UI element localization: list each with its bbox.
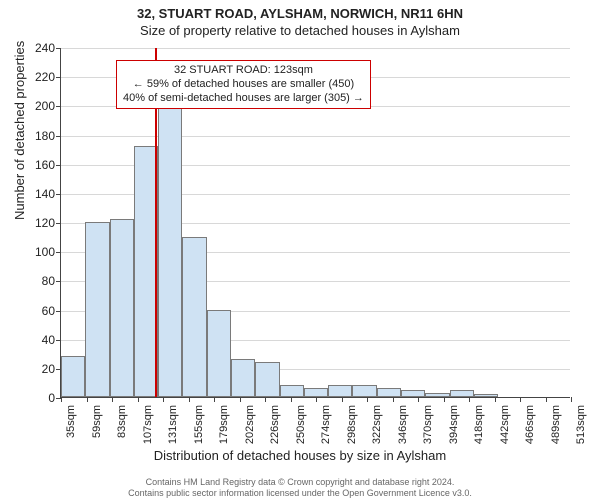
x-tick-label: 59sqm [91, 405, 103, 438]
y-tick-label: 140 [35, 187, 61, 201]
x-tick-label: 298sqm [346, 405, 358, 444]
x-tick-mark [571, 397, 572, 402]
x-tick-mark [367, 397, 368, 402]
histogram-bar [450, 390, 474, 397]
footer-attribution: Contains HM Land Registry data © Crown c… [0, 477, 600, 498]
x-tick-mark [87, 397, 88, 402]
x-tick-label: 346sqm [397, 405, 409, 444]
x-tick-mark [214, 397, 215, 402]
x-tick-label: 418sqm [473, 405, 485, 444]
x-tick-mark [265, 397, 266, 402]
x-tick-label: 250sqm [295, 405, 307, 444]
x-tick-label: 489sqm [550, 405, 562, 444]
x-tick-mark [163, 397, 164, 402]
x-tick-mark [138, 397, 139, 402]
x-tick-label: 322sqm [371, 405, 383, 444]
page-subtitle: Size of property relative to detached ho… [0, 23, 600, 38]
grid-line [61, 48, 570, 49]
x-tick-label: 35sqm [65, 405, 77, 438]
histogram-bar [207, 310, 231, 398]
x-tick-mark [316, 397, 317, 402]
histogram-bar [255, 362, 279, 397]
x-tick-label: 155sqm [193, 405, 205, 444]
x-tick-mark [418, 397, 419, 402]
histogram-bar [85, 222, 109, 397]
x-tick-label: 131sqm [167, 405, 179, 444]
x-tick-mark [393, 397, 394, 402]
histogram-bar [304, 388, 328, 397]
y-tick-label: 40 [42, 333, 61, 347]
footer-line-1: Contains HM Land Registry data © Crown c… [0, 477, 600, 487]
x-tick-label: 202sqm [244, 405, 256, 444]
histogram-bar [61, 356, 85, 397]
x-tick-mark [112, 397, 113, 402]
annotation-line-2: ← 59% of detached houses are smaller (45… [123, 78, 364, 92]
annotation-line-3: 40% of semi-detached houses are larger (… [123, 92, 364, 106]
x-tick-mark [546, 397, 547, 402]
histogram-bar [377, 388, 401, 397]
histogram-bar [352, 385, 376, 397]
histogram-chart: 02040608010012014016018020022024035sqm59… [60, 48, 570, 398]
x-tick-label: 513sqm [575, 405, 587, 444]
x-tick-label: 226sqm [269, 405, 281, 444]
x-tick-label: 274sqm [320, 405, 332, 444]
histogram-bar [328, 385, 352, 397]
x-tick-mark [291, 397, 292, 402]
y-axis-label: Number of detached properties [12, 41, 27, 220]
x-tick-label: 370sqm [422, 405, 434, 444]
x-tick-label: 83sqm [116, 405, 128, 438]
y-tick-label: 120 [35, 216, 61, 230]
histogram-bar [401, 390, 425, 397]
histogram-bar [425, 393, 449, 397]
grid-line [61, 136, 570, 137]
x-tick-label: 179sqm [218, 405, 230, 444]
footer-line-2: Contains public sector information licen… [0, 488, 600, 498]
histogram-bar [158, 105, 182, 397]
y-tick-label: 60 [42, 304, 61, 318]
x-tick-label: 394sqm [448, 405, 460, 444]
x-tick-mark [61, 397, 62, 402]
y-tick-label: 20 [42, 362, 61, 376]
x-axis-label: Distribution of detached houses by size … [0, 448, 600, 463]
annotation-line-1: 32 STUART ROAD: 123sqm [123, 64, 364, 78]
x-tick-mark [520, 397, 521, 402]
x-tick-mark [495, 397, 496, 402]
y-tick-label: 100 [35, 245, 61, 259]
y-tick-label: 220 [35, 70, 61, 84]
x-tick-label: 466sqm [524, 405, 536, 444]
y-tick-label: 180 [35, 129, 61, 143]
y-tick-label: 240 [35, 41, 61, 55]
page-title: 32, STUART ROAD, AYLSHAM, NORWICH, NR11 … [0, 6, 600, 21]
histogram-bar [110, 219, 134, 397]
x-tick-mark [342, 397, 343, 402]
x-tick-mark [240, 397, 241, 402]
x-tick-mark [469, 397, 470, 402]
y-tick-label: 160 [35, 158, 61, 172]
x-tick-label: 107sqm [142, 405, 154, 444]
x-tick-label: 442sqm [499, 405, 511, 444]
annotation-box: 32 STUART ROAD: 123sqm← 59% of detached … [116, 60, 371, 109]
histogram-bar [280, 385, 304, 397]
histogram-bar [182, 237, 206, 397]
x-tick-mark [189, 397, 190, 402]
histogram-bar [231, 359, 255, 397]
y-tick-label: 80 [42, 274, 61, 288]
y-tick-label: 200 [35, 99, 61, 113]
x-tick-mark [444, 397, 445, 402]
y-tick-label: 0 [48, 391, 61, 405]
